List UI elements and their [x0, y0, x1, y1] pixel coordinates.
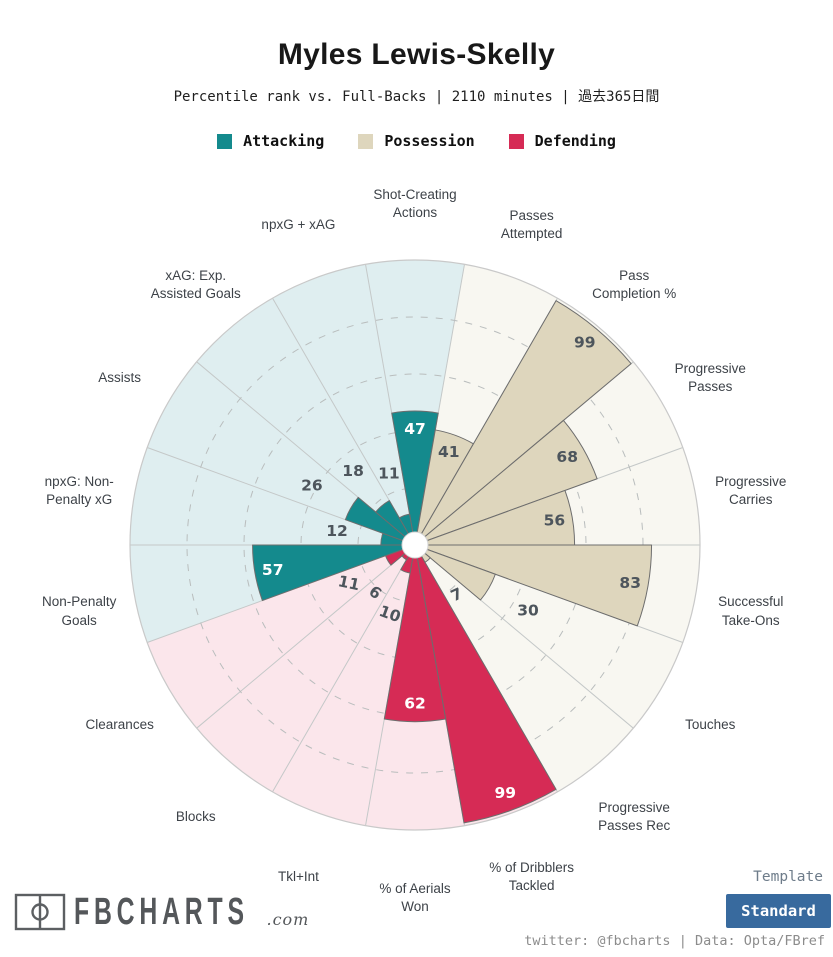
legend-item-defending: Defending	[508, 132, 616, 150]
sector-bg	[147, 545, 415, 729]
legend-label: Attacking	[243, 132, 325, 150]
pizza-slice	[391, 410, 439, 546]
chart-legend: Attacking Possession Defending	[0, 132, 833, 150]
outer-ring	[129, 259, 701, 831]
slice-value: 62	[404, 695, 426, 713]
slice-value: 30	[517, 601, 539, 619]
player-name-title: Myles Lewis-Skelly	[277, 38, 556, 71]
slice-value: 99	[495, 784, 517, 802]
slice-value: 11	[378, 464, 400, 482]
legend-item-attacking: Attacking	[217, 132, 324, 150]
pizza-slice	[414, 544, 557, 824]
pizza-slice	[383, 544, 447, 723]
slice-value: 56	[544, 511, 566, 529]
legend-swatch	[508, 133, 524, 149]
sector-divider	[196, 544, 416, 729]
chart-subtitle: Percentile rank vs. Full-Backs | 2110 mi…	[173, 89, 660, 105]
legend-label: Possession	[384, 132, 475, 150]
sector-divider	[272, 544, 416, 793]
sector-bg	[147, 361, 415, 545]
slice-value: 99	[574, 334, 596, 352]
slice-value: 12	[326, 522, 348, 540]
legend-swatch	[358, 133, 374, 149]
slice-value: 18	[342, 462, 364, 480]
slice-value: 47	[404, 420, 426, 438]
sector-bg	[272, 545, 415, 826]
center-hub	[401, 531, 429, 559]
legend-swatch	[217, 133, 233, 149]
slice-value: 11	[336, 572, 361, 594]
template-standard-button[interactable]: Standard	[726, 894, 831, 928]
pizza-slice	[414, 544, 496, 601]
sector-bg	[365, 260, 465, 545]
sector-bg	[272, 264, 415, 545]
legend-label: Defending	[534, 132, 616, 150]
legend-item-possession: Possession	[358, 132, 475, 150]
pizza-slice	[252, 544, 416, 602]
slice-value: 41	[438, 443, 460, 461]
slice-value: 68	[556, 448, 578, 466]
template-label: Template	[753, 869, 823, 885]
pizza-slice	[414, 300, 632, 546]
brand-suffix: .com	[266, 909, 310, 929]
sector-bg	[196, 545, 415, 792]
sector-bg	[196, 298, 415, 545]
credit-line: twitter: @fbcharts | Data: Opta/FBref	[524, 933, 825, 949]
sector-bg	[130, 447, 415, 545]
pitch-icon	[14, 893, 66, 931]
fbcharts-logo: FBCHARTS .com	[14, 890, 310, 933]
slice-value: 26	[301, 476, 323, 494]
pizza-slice	[414, 544, 653, 627]
pizza-slice	[414, 419, 598, 546]
pizza-slice	[375, 500, 416, 546]
slice-value: 57	[262, 561, 284, 579]
slice-value: 83	[619, 574, 641, 592]
sector-bg	[415, 545, 634, 792]
pizza-slice	[344, 496, 416, 546]
brand-name: FBCHARTS	[74, 890, 249, 933]
